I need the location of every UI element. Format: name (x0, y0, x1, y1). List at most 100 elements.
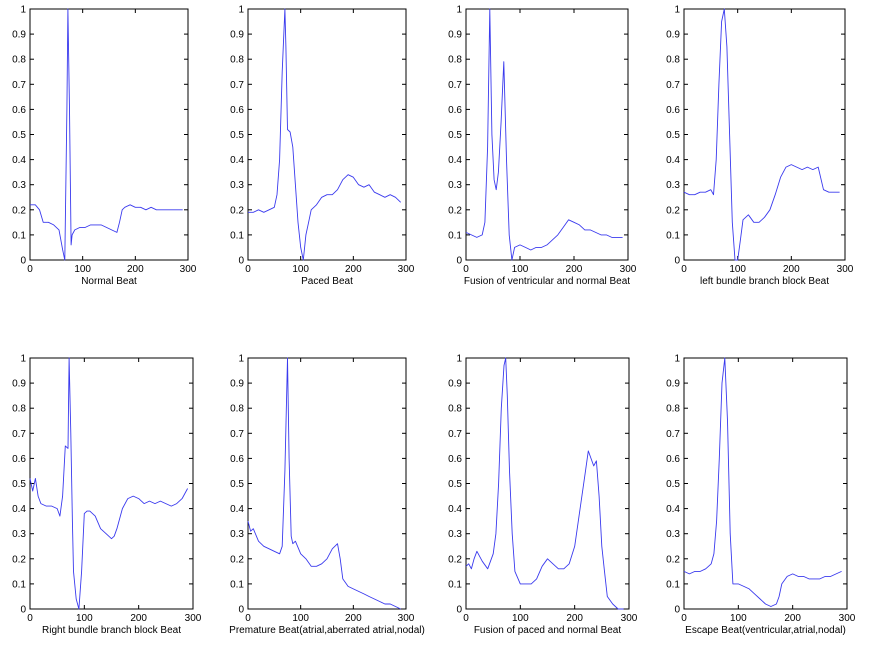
x-tick-label: 100 (292, 613, 309, 624)
ecg-trace-line (465, 357, 624, 610)
axes-box (29, 8, 189, 261)
x-tick-label: 0 (27, 264, 33, 275)
y-tick-label: 0.2 (666, 205, 680, 216)
y-tick-label: 0.3 (12, 180, 26, 191)
ecg-trace-line (683, 8, 840, 261)
x-tick-label: 200 (345, 264, 362, 275)
x-axis-label: Right bundle branch block Beat (42, 625, 181, 636)
y-tick-label: 0.4 (12, 155, 26, 166)
y-tick-label: 1 (238, 5, 244, 16)
ecg-trace-line (683, 357, 842, 607)
y-tick-label: 0.5 (666, 479, 680, 490)
x-tick-label: 100 (730, 613, 747, 624)
axes-box (683, 8, 846, 261)
y-tick-label: 0.5 (448, 130, 462, 141)
y-tick-label: 0.6 (230, 105, 244, 116)
y-tick-label: 0.7 (448, 429, 462, 440)
y-tick-label: 0.9 (448, 30, 462, 41)
y-tick-label: 0.9 (448, 379, 462, 390)
y-tick-label: 0.4 (230, 155, 244, 166)
y-tick-label: 0.9 (12, 379, 26, 390)
x-axis-label: Fusion of ventricular and normal Beat (464, 276, 630, 287)
y-tick-label: 0.2 (230, 554, 244, 565)
y-tick-label: 0 (674, 605, 680, 616)
y-tick-label: 0.4 (12, 504, 26, 515)
y-tick-label: 0.4 (666, 155, 680, 166)
y-tick-label: 0.9 (230, 379, 244, 390)
y-tick-label: 0.4 (448, 504, 462, 515)
y-tick-label: 0.4 (448, 155, 462, 166)
y-tick-label: 0.5 (12, 479, 26, 490)
x-tick-label: 200 (345, 613, 362, 624)
x-tick-label: 300 (620, 264, 637, 275)
y-tick-label: 0.7 (12, 429, 26, 440)
x-tick-label: 300 (180, 264, 197, 275)
y-tick-label: 0.5 (448, 479, 462, 490)
x-tick-label: 200 (130, 613, 147, 624)
y-tick-label: 0.6 (12, 454, 26, 465)
x-tick-label: 0 (463, 613, 469, 624)
y-tick-label: 0.2 (12, 554, 26, 565)
chart-panel-7: 0 0.1 0.2 0.3 0.4 0.5 0.6 0.7 0.8 0.9 1 0 100 200 300F… (448, 354, 638, 637)
chart-panel-2: 0 0.1 0.2 0.3 0.4 0.5 0.6 0.7 0.8 0.9 1 0 100 200 300 P… (230, 5, 415, 288)
x-tick-label: 0 (681, 613, 687, 624)
ecg-trace-line (29, 357, 188, 610)
x-tick-label: 100 (512, 264, 529, 275)
y-tick-label: 0.4 (230, 504, 244, 515)
y-tick-label: 0.6 (230, 454, 244, 465)
x-tick-label: 100 (74, 264, 91, 275)
x-tick-label: 200 (784, 613, 801, 624)
y-tick-label: 0.2 (666, 554, 680, 565)
y-tick-label: 0.6 (448, 454, 462, 465)
x-axis-label: Paced Beat (301, 276, 353, 287)
y-tick-label: 0.8 (12, 55, 26, 66)
y-tick-label: 0.1 (230, 230, 244, 241)
y-tick-label: 0 (238, 605, 244, 616)
ecg-trace-line (465, 8, 623, 261)
x-tick-label: 300 (398, 264, 415, 275)
y-tick-label: 1 (456, 354, 462, 365)
y-tick-label: 0.7 (448, 80, 462, 91)
y-tick-label: 0.1 (12, 230, 26, 241)
y-tick-label: 0.8 (448, 55, 462, 66)
x-tick-label: 0 (245, 613, 251, 624)
axes-box (247, 8, 407, 261)
y-tick-label: 0.3 (230, 180, 244, 191)
chart-panel-8: 0 0.1 0.2 0.3 0.4 0.5 0.6 0.7 0.8 0.9 1 0 100 200 300E… (666, 354, 856, 637)
y-tick-label: 0.1 (448, 579, 462, 590)
y-tick-label: 0.5 (666, 130, 680, 141)
x-tick-label: 300 (185, 613, 202, 624)
x-tick-label: 300 (621, 613, 638, 624)
axes-box (247, 357, 407, 610)
y-tick-label: 1 (674, 354, 680, 365)
y-tick-label: 0.3 (230, 529, 244, 540)
y-tick-label: 0.9 (230, 30, 244, 41)
x-tick-label: 200 (566, 613, 583, 624)
y-tick-label: 0.8 (666, 55, 680, 66)
x-tick-label: 300 (839, 613, 856, 624)
y-tick-label: 0.1 (666, 579, 680, 590)
y-tick-label: 0.8 (666, 404, 680, 415)
y-tick-label: 0.3 (12, 529, 26, 540)
y-tick-label: 0.7 (666, 80, 680, 91)
y-tick-label: 0.7 (230, 429, 244, 440)
chart-panel-3: 0 0.1 0.2 0.3 0.4 0.5 0.6 0.7 0.8 0.9 1 0 100 200 300F… (448, 5, 637, 288)
y-tick-label: 0.3 (666, 529, 680, 540)
x-tick-label: 100 (292, 264, 309, 275)
x-tick-label: 100 (76, 613, 93, 624)
x-tick-label: 100 (512, 613, 529, 624)
y-tick-label: 0.8 (230, 55, 244, 66)
y-tick-label: 0.7 (666, 429, 680, 440)
y-tick-label: 0 (20, 256, 26, 267)
y-tick-label: 1 (674, 5, 680, 16)
y-tick-label: 0.9 (666, 30, 680, 41)
x-axis-label: left bundle branch block Beat (700, 276, 829, 287)
y-tick-label: 0.4 (666, 504, 680, 515)
x-tick-label: 0 (463, 264, 469, 275)
x-axis-label: Premature Beat(atrial,aberrated atrial,n… (229, 625, 425, 636)
chart-panel-6: 0 0.1 0.2 0.3 0.4 0.5 0.6 0.7 0.8 0.9 1 0 100 200 300P… (229, 354, 425, 637)
axes-box (683, 357, 848, 610)
chart-panel-4: 0 0.1 0.2 0.3 0.4 0.5 0.6 0.7 0.8 0.9 1 0 100 200 300 l… (666, 5, 854, 288)
y-tick-label: 0 (238, 256, 244, 267)
y-tick-label: 0.7 (230, 80, 244, 91)
